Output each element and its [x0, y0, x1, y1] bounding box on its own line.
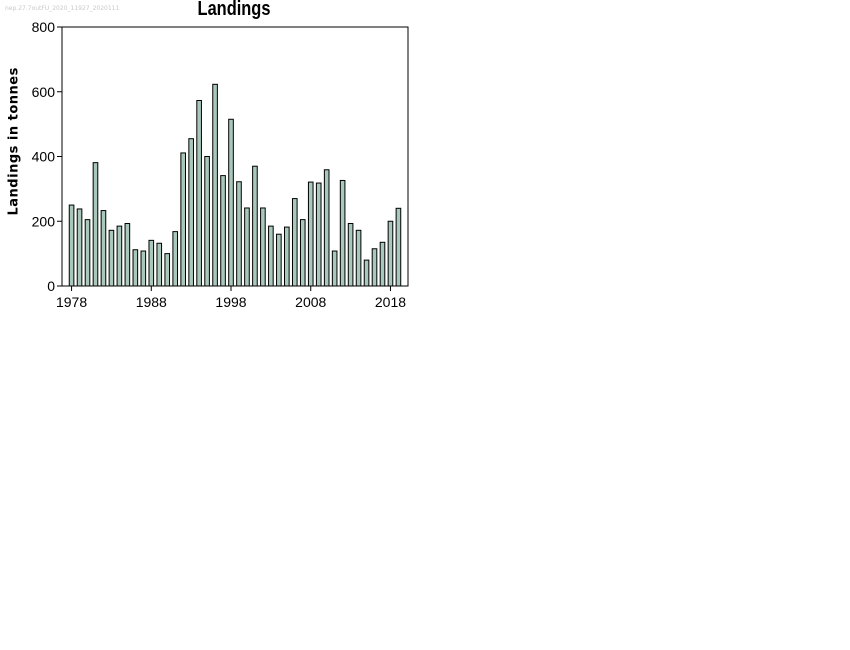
bar-1995 — [204, 156, 210, 287]
bar-1996 — [212, 83, 218, 287]
y-tick-label: 600 — [32, 84, 56, 100]
x-tick-label: 1978 — [56, 294, 87, 310]
bar-2018 — [387, 220, 394, 287]
bar-1984 — [116, 225, 123, 287]
bar-2019 — [395, 207, 402, 287]
bar-1990 — [164, 253, 171, 287]
y-tick-label: 400 — [32, 149, 56, 165]
watermark-text: nep.27.7outFU_2020_11927_2020111 — [5, 5, 120, 12]
bar-2015 — [363, 259, 370, 287]
bar-1982 — [100, 210, 107, 287]
bar-1985 — [124, 223, 131, 287]
bar-1999 — [236, 181, 242, 287]
bar-2012 — [339, 179, 346, 287]
x-tick-label: 1988 — [136, 294, 167, 310]
bar-2008 — [307, 181, 314, 287]
bar-1981 — [92, 162, 99, 287]
bar-1994 — [196, 99, 202, 287]
bar-2007 — [299, 219, 306, 287]
bar-2006 — [291, 198, 298, 287]
x-axis: 1978 1988 1998 2008 2018 — [56, 286, 406, 310]
x-tick-label: 1998 — [215, 294, 246, 310]
bar-1989 — [156, 242, 163, 287]
bar-2016 — [371, 248, 378, 287]
bar-1992 — [180, 152, 186, 287]
bar-1997 — [220, 175, 226, 287]
bar-1978 — [68, 204, 75, 287]
bar-2009 — [315, 182, 322, 287]
bar-2014 — [355, 229, 362, 287]
bar-1993 — [188, 138, 194, 287]
bar-1988 — [148, 239, 155, 287]
y-tick-label: 0 — [47, 278, 55, 294]
bar-1979 — [76, 208, 83, 287]
bar-2010 — [323, 169, 330, 287]
bar-2011 — [331, 250, 338, 287]
y-tick-label: 800 — [32, 19, 56, 35]
bar-2000 — [244, 207, 250, 287]
bar-1986 — [132, 249, 139, 287]
bar-1991 — [172, 231, 179, 287]
bar-2001 — [252, 165, 258, 287]
bar-2003 — [268, 225, 274, 287]
bar-1998 — [228, 118, 234, 287]
bar-2017 — [379, 241, 386, 287]
y-tick-label: 200 — [32, 213, 56, 229]
y-axis: 0 200 400 600 800 — [32, 19, 62, 294]
bar-2013 — [347, 223, 354, 287]
bar-1983 — [108, 229, 115, 287]
bar-2004 — [276, 233, 282, 287]
x-tick-label: 2018 — [375, 294, 406, 310]
bars-layer — [68, 83, 402, 287]
bar-2002 — [260, 207, 266, 287]
bar-1980 — [84, 219, 91, 287]
bar-2005 — [284, 226, 290, 287]
chart-title: Landings — [197, 0, 271, 20]
bar-1987 — [140, 250, 147, 287]
x-tick-label: 2008 — [295, 294, 326, 310]
